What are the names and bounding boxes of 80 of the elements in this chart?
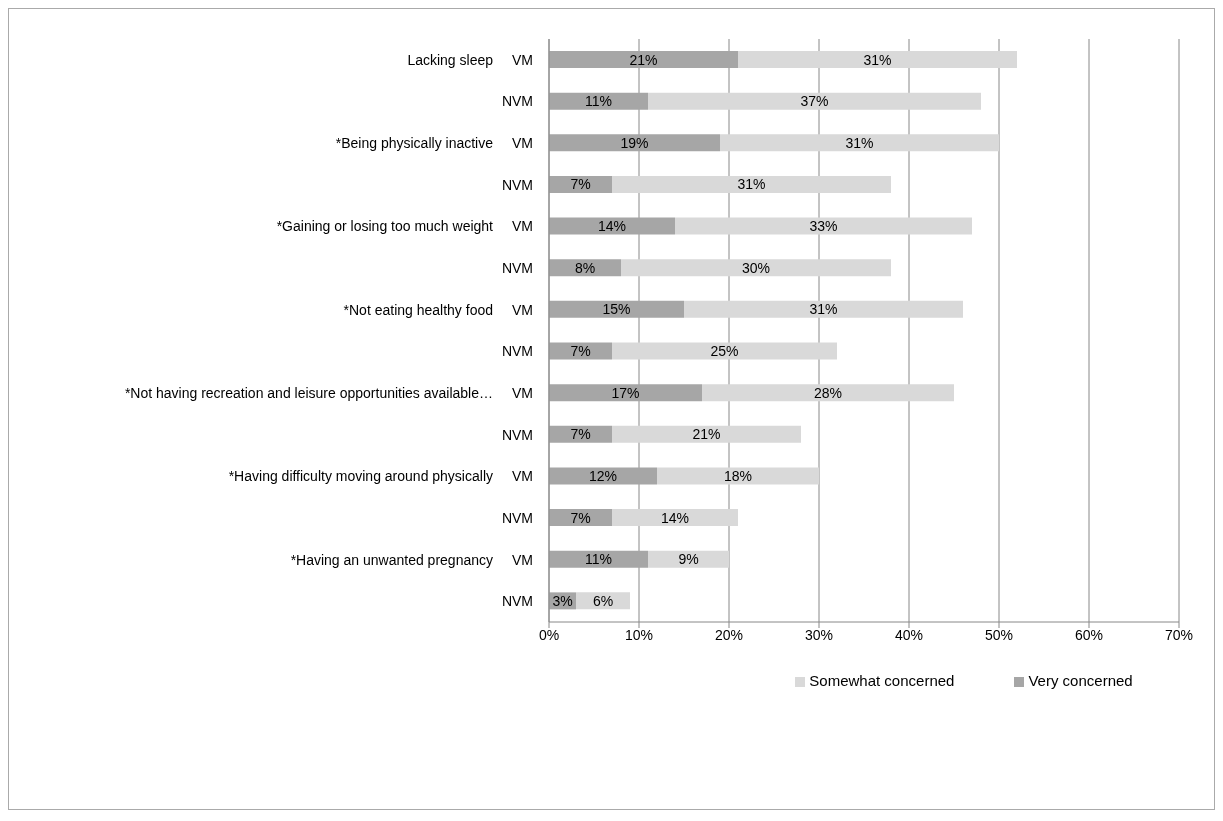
x-tick-label: 20%	[714, 626, 744, 643]
y-tick-label: VM	[512, 468, 533, 485]
bar	[549, 550, 648, 568]
data-label: 7%	[570, 343, 591, 359]
bar	[702, 384, 954, 402]
data-label: 11%	[585, 551, 612, 568]
y-tick-label: VM	[512, 51, 533, 68]
y-tick-label: VM	[512, 135, 533, 152]
x-tick-label: 50%	[984, 626, 1014, 643]
y-tick-label: VM	[512, 384, 533, 401]
x-tick-label: 40%	[894, 626, 924, 643]
bar	[648, 550, 729, 568]
y-tick-label: NVM	[501, 343, 533, 360]
text: *Having difficulty moving around physically	[228, 468, 493, 485]
data-label: 18%	[723, 467, 753, 484]
legend-label: Somewhat concerned	[809, 672, 955, 689]
data-label: 31%	[863, 51, 892, 68]
y-tick-label: NVM	[501, 426, 533, 443]
y-tick-label: NVM	[501, 593, 533, 610]
data-label: 31%	[809, 301, 838, 318]
data-label: 30%	[741, 259, 771, 276]
y-tick-label: NVM	[501, 260, 533, 277]
x-tick-label: 30%	[804, 626, 834, 643]
data-label: 3%	[552, 592, 573, 609]
y-tick-label: NVM	[501, 93, 533, 110]
y-tick-label: NVM	[501, 176, 533, 193]
y-tick-label: VM	[512, 218, 533, 235]
data-label: 33%	[809, 218, 838, 235]
data-label: 31%	[845, 134, 874, 151]
data-label: 17%	[611, 384, 640, 401]
bar	[684, 300, 963, 318]
bar	[612, 425, 801, 443]
data-label: 11%	[585, 93, 612, 110]
x-tick-label: 0%	[538, 626, 560, 643]
x-tick-label: 70%	[1164, 626, 1194, 643]
bar	[549, 51, 738, 68]
x-tick-label: 60%	[1074, 626, 1104, 643]
bar	[720, 134, 999, 152]
bar	[549, 134, 720, 152]
y-tick-label: VM	[512, 301, 533, 318]
data-label: 37%	[800, 93, 829, 110]
data-label: 31%	[737, 176, 766, 193]
bar	[549, 217, 675, 235]
data-label: 25%	[710, 343, 739, 359]
bar	[549, 300, 684, 318]
data-label: 7%	[570, 426, 591, 443]
data-label: 6%	[592, 592, 614, 609]
data-label: 9%	[678, 551, 699, 568]
bar	[612, 509, 738, 527]
y-tick-label: NVM	[501, 509, 533, 526]
data-label: 21%	[629, 51, 658, 68]
data-label: 7%	[570, 176, 591, 193]
bar	[549, 92, 648, 110]
bar	[621, 259, 891, 277]
data-label: 14%	[660, 509, 690, 526]
text: *Having an unwanted pregnancy	[290, 551, 493, 568]
bar	[549, 384, 702, 402]
bar	[648, 92, 981, 110]
text: *Gaining or losing too much weight	[276, 218, 494, 235]
x-tick-label: 10%	[624, 626, 654, 643]
bar	[675, 217, 972, 235]
text: *Not having recreation and leisure opportunities available…	[124, 384, 493, 401]
bar	[612, 342, 837, 360]
legend-label: Very concerned	[1028, 672, 1133, 689]
text: Lacking sleep	[407, 51, 494, 68]
data-label: 28%	[813, 384, 843, 401]
text: *Not eating healthy food	[343, 301, 493, 318]
data-label: 7%	[570, 509, 591, 526]
y-tick-label: VM	[512, 551, 533, 568]
data-label: 14%	[597, 218, 627, 235]
text: *Being physically inactive	[335, 135, 494, 152]
data-label: 15%	[602, 301, 631, 318]
data-label: 12%	[588, 467, 618, 484]
bar	[738, 51, 1017, 68]
data-label: 8%	[574, 259, 596, 276]
data-label: 19%	[620, 134, 649, 151]
bar	[657, 467, 819, 485]
bar	[549, 467, 657, 485]
data-label: 21%	[692, 426, 721, 443]
bar	[612, 175, 891, 193]
